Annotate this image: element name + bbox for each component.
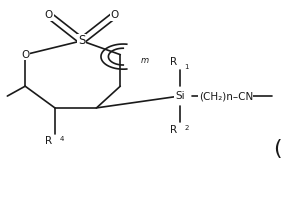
Text: S: S bbox=[78, 34, 85, 47]
Text: R: R bbox=[169, 125, 177, 135]
Text: Si: Si bbox=[175, 91, 184, 101]
Text: O: O bbox=[110, 10, 118, 20]
Text: 4: 4 bbox=[59, 136, 64, 142]
Text: 1: 1 bbox=[184, 64, 189, 70]
Text: R: R bbox=[169, 57, 177, 67]
Text: (CH₂)n–CN: (CH₂)n–CN bbox=[199, 91, 253, 101]
Text: R: R bbox=[45, 136, 52, 146]
Text: m: m bbox=[141, 56, 149, 65]
Text: O: O bbox=[45, 10, 53, 20]
Text: O: O bbox=[21, 50, 29, 60]
Text: (: ( bbox=[274, 139, 282, 159]
Text: 2: 2 bbox=[184, 125, 189, 131]
